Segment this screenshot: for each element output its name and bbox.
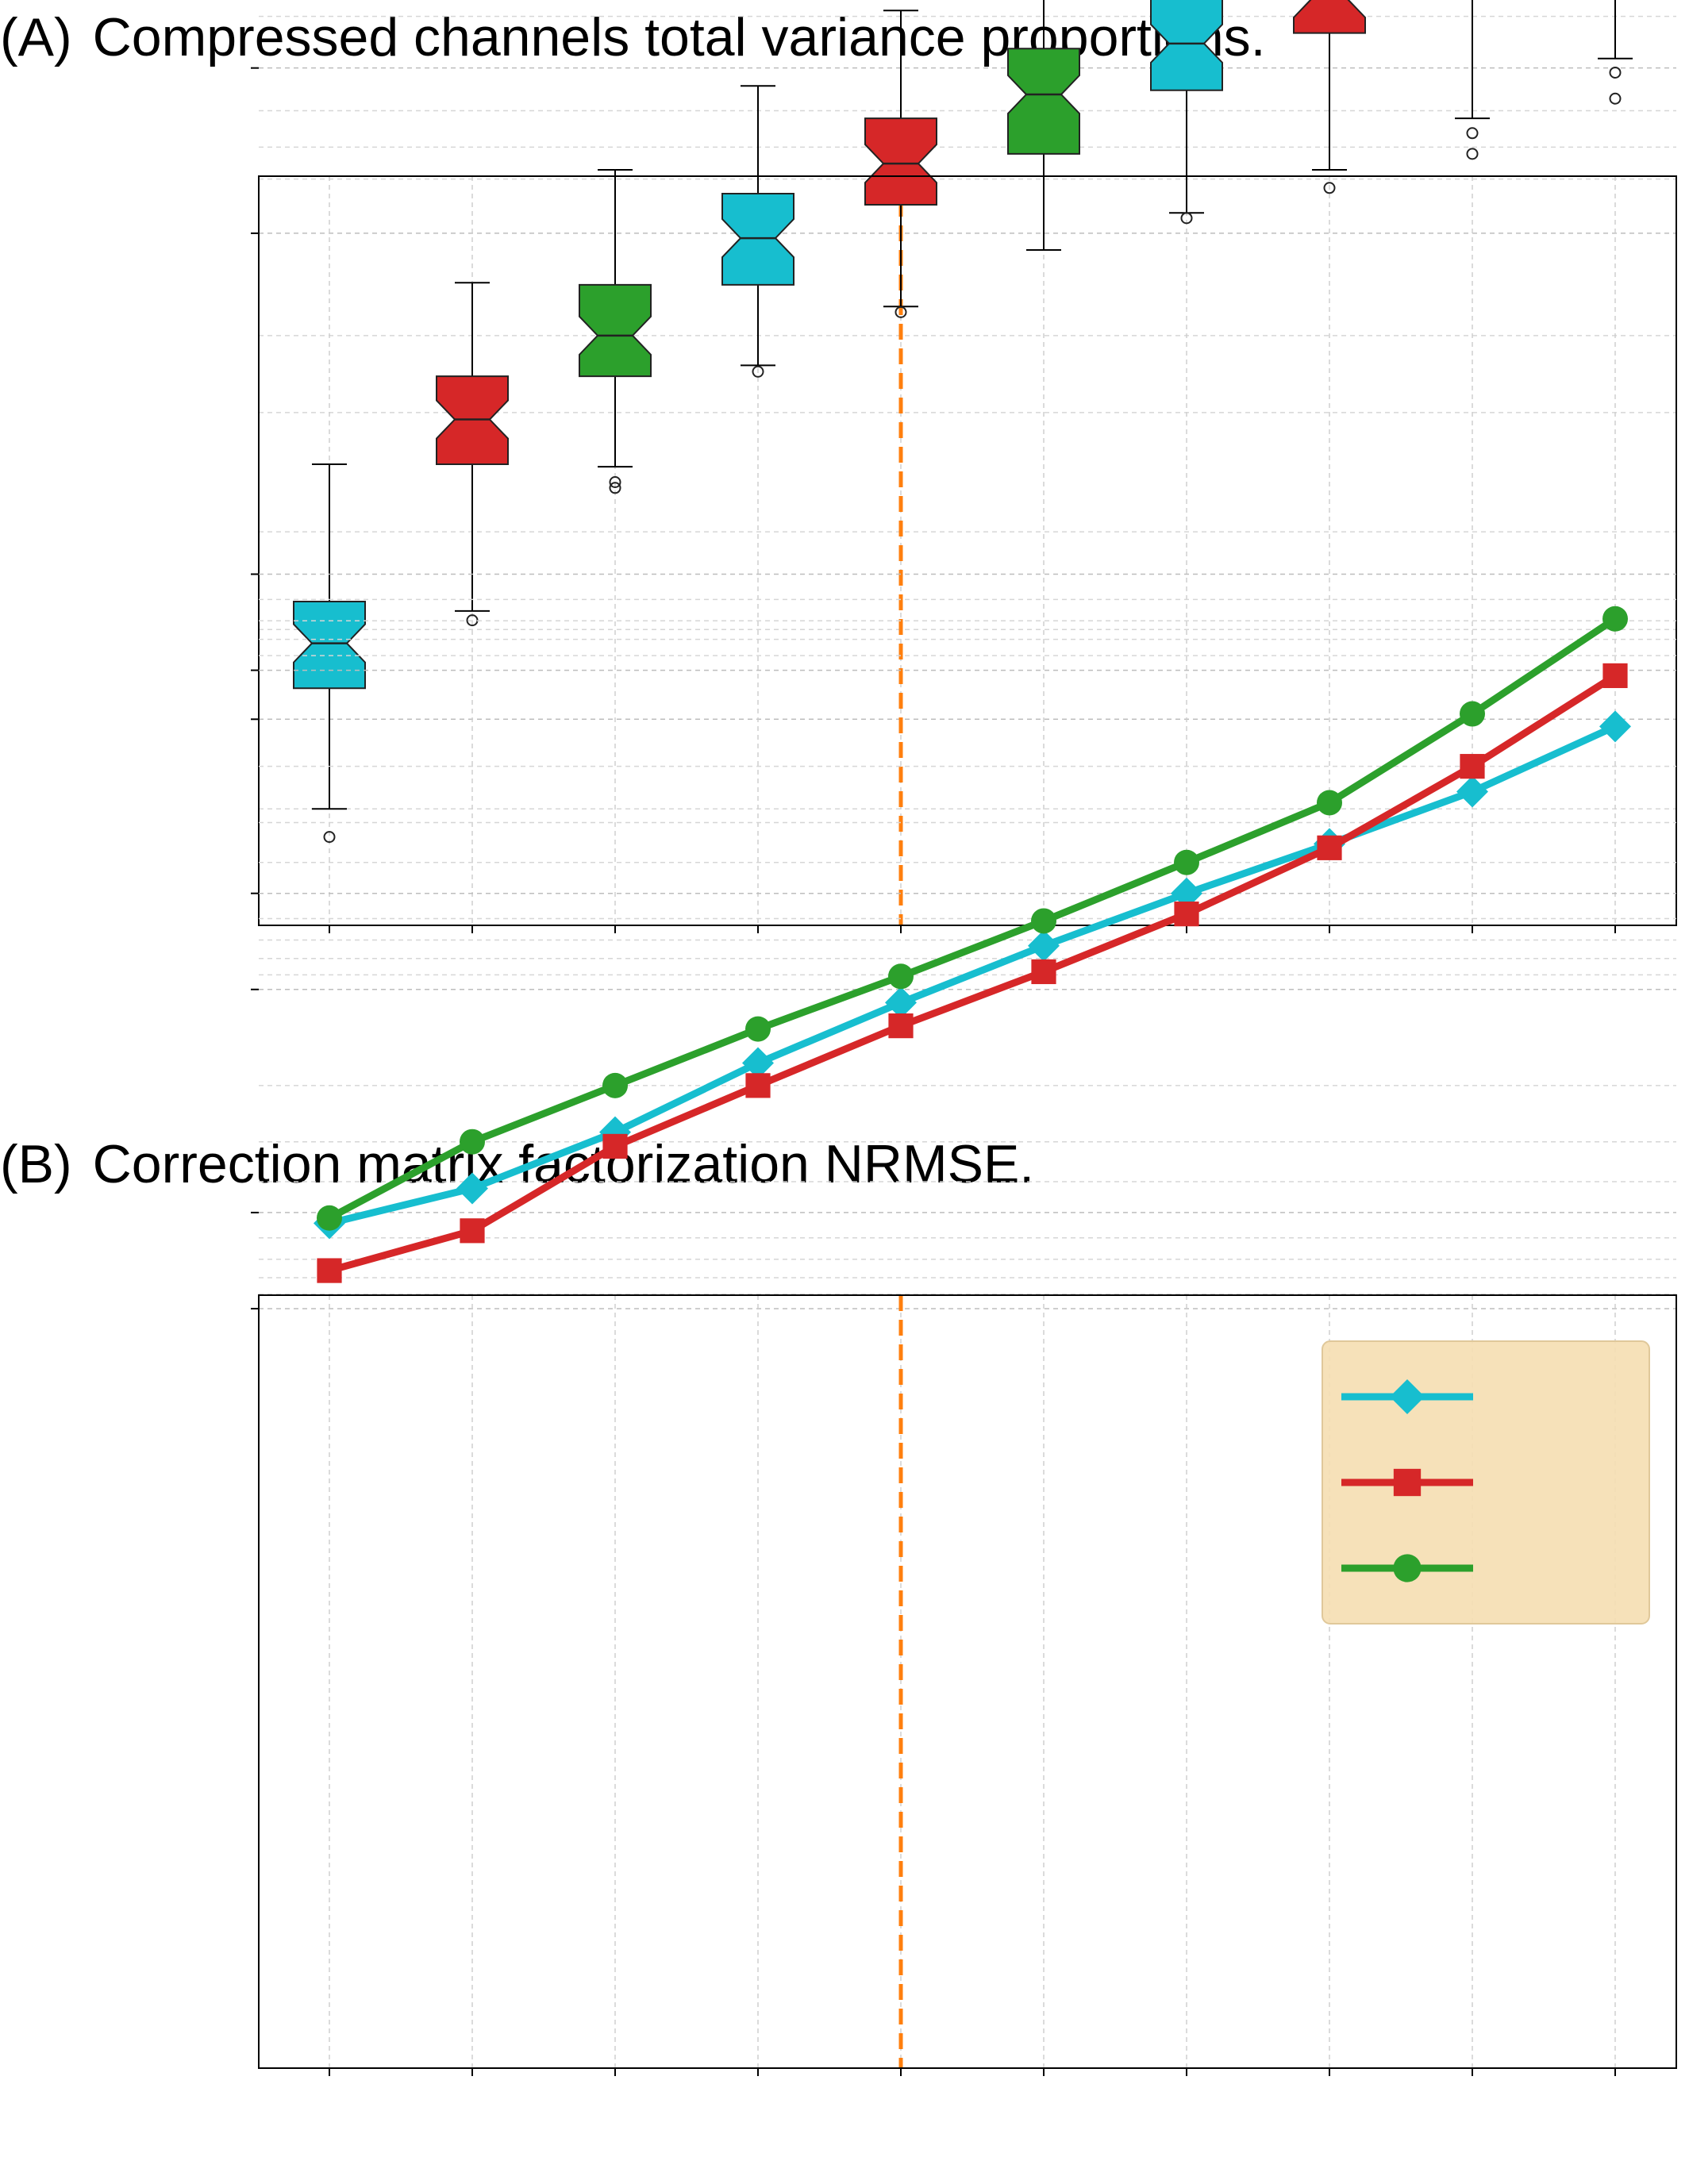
notched-box bbox=[1007, 48, 1080, 155]
data-point bbox=[456, 1172, 488, 1205]
box-q4 bbox=[721, 85, 794, 378]
data-point bbox=[888, 963, 914, 990]
legend-marker bbox=[1393, 1554, 1422, 1582]
data-point bbox=[745, 1016, 771, 1042]
outlier-point bbox=[1609, 92, 1622, 105]
panel-b-caption: (B) Correction matrix factorization NRMSE… bbox=[0, 1133, 1034, 1195]
legend-marker bbox=[1390, 1379, 1425, 1414]
box-q6 bbox=[1007, 0, 1080, 251]
data-point bbox=[888, 1013, 914, 1039]
panel-a-tag: (A) bbox=[0, 7, 72, 67]
data-point bbox=[1602, 663, 1628, 689]
notched-box bbox=[579, 283, 652, 378]
box-q8 bbox=[1293, 0, 1366, 194]
outlier-point bbox=[609, 475, 621, 488]
data-point bbox=[1174, 849, 1199, 875]
series-line bbox=[327, 616, 1618, 1221]
plot-frame-a bbox=[258, 175, 1677, 926]
series-line bbox=[328, 723, 1617, 1227]
box-q3 bbox=[579, 169, 652, 494]
legend bbox=[1322, 1340, 1650, 1625]
outlier-point bbox=[1323, 182, 1336, 194]
data-point bbox=[1031, 959, 1056, 985]
box-q10 bbox=[1598, 0, 1633, 105]
box-q5 bbox=[864, 10, 937, 318]
data-point bbox=[1171, 877, 1202, 909]
data-point bbox=[460, 1218, 485, 1244]
panel-b-tag: (B) bbox=[0, 1134, 72, 1194]
chart-a bbox=[251, 0, 1677, 933]
chart-b bbox=[251, 573, 1677, 2076]
data-point bbox=[1460, 754, 1485, 779]
series-line bbox=[328, 672, 1618, 1275]
data-point bbox=[460, 1129, 485, 1155]
data-point bbox=[1460, 701, 1485, 727]
outlier-point bbox=[1180, 212, 1193, 225]
legend-item-mfi bbox=[1341, 1379, 1473, 1414]
notched-box bbox=[293, 600, 366, 690]
outlier-point bbox=[1609, 66, 1622, 79]
legend-marker bbox=[1393, 1468, 1422, 1497]
data-point bbox=[1028, 929, 1060, 962]
legend-item-svi bbox=[1341, 1554, 1473, 1582]
legend-item-mti bbox=[1341, 1468, 1473, 1497]
data-point bbox=[745, 1073, 771, 1098]
data-point bbox=[1317, 835, 1342, 860]
notched-box bbox=[864, 117, 937, 206]
notched-box bbox=[1150, 0, 1223, 91]
data-point bbox=[602, 1133, 628, 1159]
notched-box bbox=[721, 193, 794, 286]
data-point bbox=[1317, 790, 1342, 816]
plot-frame-b bbox=[258, 1294, 1677, 2069]
series-svi bbox=[317, 606, 1628, 1231]
outlier-point bbox=[895, 306, 907, 318]
outlier-point bbox=[323, 831, 336, 844]
data-point bbox=[602, 1072, 628, 1098]
data-point bbox=[317, 1258, 342, 1283]
outlier-point bbox=[752, 365, 764, 378]
data-point bbox=[1602, 606, 1628, 632]
box-q7 bbox=[1150, 0, 1223, 225]
panel-b-title: Correction matrix factorization NRMSE. bbox=[92, 1134, 1035, 1194]
series-mti bbox=[317, 663, 1628, 1283]
data-point bbox=[1599, 710, 1631, 743]
box-q9 bbox=[1455, 0, 1490, 160]
box-q2 bbox=[436, 282, 509, 627]
legend-box bbox=[1322, 1340, 1650, 1625]
data-point bbox=[885, 986, 917, 1019]
outlier-point bbox=[609, 482, 621, 494]
data-point bbox=[742, 1047, 774, 1079]
data-point bbox=[317, 1205, 342, 1231]
data-point bbox=[1031, 908, 1056, 934]
outlier-point bbox=[1466, 127, 1479, 140]
data-point bbox=[1174, 902, 1199, 927]
outlier-point bbox=[1466, 148, 1479, 160]
box-q1 bbox=[293, 463, 366, 844]
data-point bbox=[1456, 775, 1488, 808]
notched-box bbox=[1293, 0, 1366, 34]
